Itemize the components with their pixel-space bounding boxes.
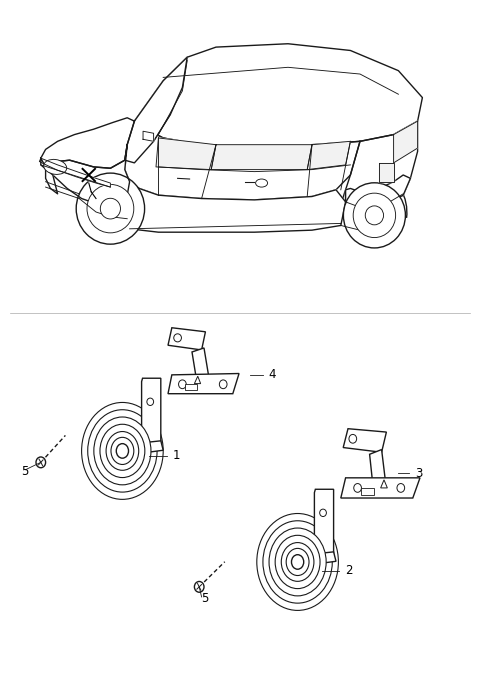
Polygon shape: [39, 158, 110, 187]
Polygon shape: [46, 145, 130, 209]
Text: 1: 1: [173, 449, 180, 462]
Polygon shape: [346, 175, 410, 209]
Ellipse shape: [263, 521, 332, 603]
Polygon shape: [394, 121, 418, 163]
Ellipse shape: [353, 193, 396, 238]
Ellipse shape: [194, 581, 204, 592]
Ellipse shape: [88, 410, 157, 492]
Ellipse shape: [257, 513, 338, 610]
Polygon shape: [370, 450, 385, 486]
Polygon shape: [82, 182, 346, 232]
Ellipse shape: [106, 431, 139, 470]
Polygon shape: [125, 121, 360, 200]
Text: 5: 5: [202, 592, 209, 606]
Polygon shape: [381, 480, 387, 488]
Ellipse shape: [147, 398, 154, 405]
Ellipse shape: [365, 206, 384, 225]
Ellipse shape: [82, 402, 163, 499]
Ellipse shape: [179, 380, 186, 389]
Ellipse shape: [76, 173, 144, 244]
Ellipse shape: [44, 160, 67, 174]
Text: 2: 2: [345, 564, 352, 577]
Ellipse shape: [36, 457, 46, 468]
Ellipse shape: [275, 535, 320, 589]
Polygon shape: [192, 348, 209, 382]
Ellipse shape: [349, 435, 357, 444]
Polygon shape: [346, 121, 418, 209]
Text: 3: 3: [415, 466, 422, 480]
Polygon shape: [194, 376, 201, 384]
Text: 4: 4: [269, 368, 276, 382]
Ellipse shape: [219, 380, 227, 389]
Polygon shape: [156, 138, 216, 170]
Polygon shape: [343, 429, 386, 452]
Polygon shape: [307, 141, 350, 170]
Ellipse shape: [397, 483, 405, 493]
Polygon shape: [379, 163, 394, 182]
Ellipse shape: [100, 199, 120, 219]
Ellipse shape: [256, 179, 268, 187]
Polygon shape: [142, 378, 161, 449]
Ellipse shape: [111, 437, 134, 464]
Ellipse shape: [269, 528, 326, 596]
Polygon shape: [168, 328, 205, 350]
Polygon shape: [133, 441, 163, 454]
Text: 5: 5: [22, 464, 29, 478]
Ellipse shape: [87, 184, 134, 233]
Polygon shape: [125, 57, 187, 163]
Polygon shape: [41, 118, 134, 168]
Polygon shape: [211, 145, 312, 170]
Ellipse shape: [343, 183, 406, 248]
Ellipse shape: [320, 509, 326, 517]
Polygon shape: [143, 131, 154, 141]
Ellipse shape: [291, 555, 304, 569]
Ellipse shape: [281, 542, 314, 581]
Polygon shape: [361, 488, 374, 495]
Polygon shape: [134, 44, 422, 147]
Polygon shape: [168, 374, 239, 394]
Polygon shape: [185, 384, 197, 390]
Ellipse shape: [174, 334, 181, 342]
Polygon shape: [314, 489, 334, 560]
Polygon shape: [41, 158, 58, 194]
Ellipse shape: [354, 483, 361, 493]
Ellipse shape: [94, 417, 151, 485]
Polygon shape: [306, 552, 336, 565]
Ellipse shape: [286, 548, 309, 575]
Ellipse shape: [116, 444, 129, 458]
Ellipse shape: [100, 424, 145, 478]
Polygon shape: [341, 478, 420, 498]
